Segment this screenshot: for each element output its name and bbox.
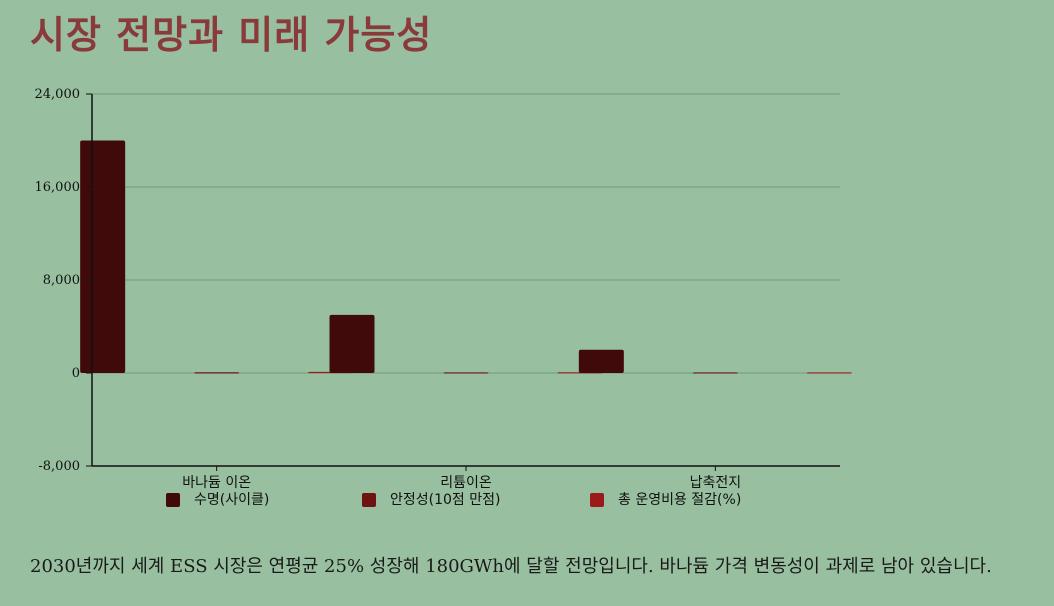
y-tick-label: 8,000 bbox=[43, 273, 80, 288]
bar bbox=[194, 372, 240, 374]
y-tick-label: -8,000 bbox=[38, 459, 80, 474]
x-tick-label: 리튬이온 bbox=[440, 475, 492, 491]
y-tick-label: 16,000 bbox=[35, 180, 81, 195]
bar bbox=[80, 140, 126, 373]
bar-chart: -8,000 0 8,000 16,000 24,000 바나듐 이온 리튬이온 납축전지 수… bbox=[35, 87, 852, 508]
axes bbox=[86, 93, 840, 471]
legend-label: 수명(사이클) bbox=[194, 492, 269, 508]
legend-swatch bbox=[166, 493, 180, 507]
legend-label: 안정성(10점 만점) bbox=[390, 492, 500, 508]
legend-swatch bbox=[590, 493, 604, 507]
summary-caption: 2030년까지 세계 ESS 시장은 연평균 25% 성장해 180GWh에 달… bbox=[30, 556, 992, 577]
legend: 수명(사이클) 안정성(10점 만점) 총 운영비용 절감(%) bbox=[166, 492, 741, 508]
x-tick-label: 납축전지 bbox=[690, 475, 742, 491]
y-tick-label: 24,000 bbox=[35, 87, 81, 102]
x-tick-label: 바나듐 이온 bbox=[182, 475, 251, 491]
y-tick-label: 0 bbox=[72, 366, 80, 381]
bar bbox=[806, 372, 852, 374]
legend-swatch bbox=[362, 493, 376, 507]
bar bbox=[692, 372, 738, 374]
bars bbox=[80, 140, 852, 374]
bar bbox=[578, 349, 624, 373]
page-title: 시장 전망과 미래 가능성 bbox=[30, 13, 433, 57]
bar bbox=[329, 314, 375, 373]
legend-label: 총 운영비용 절감(%) bbox=[618, 492, 741, 508]
bar bbox=[443, 372, 489, 374]
gridlines bbox=[92, 93, 840, 374]
tick-labels: -8,000 0 8,000 16,000 24,000 바나듐 이온 리튬이온 납축전지 bbox=[35, 87, 742, 491]
